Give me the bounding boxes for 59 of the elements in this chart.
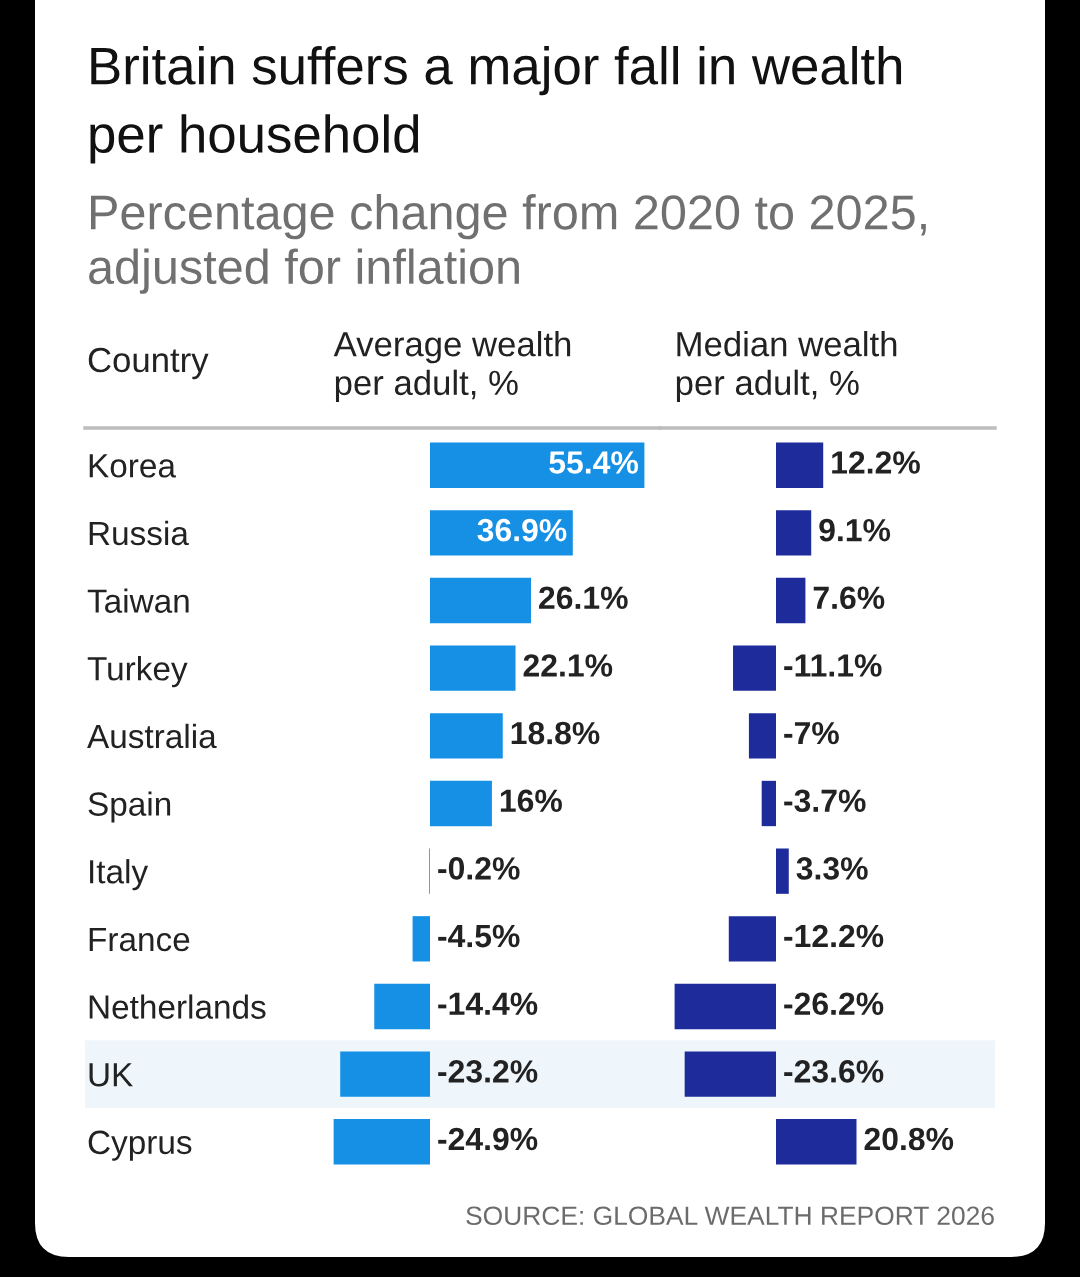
data-label: 36.9% bbox=[477, 518, 567, 542]
bar bbox=[340, 1051, 430, 1097]
bar bbox=[684, 1051, 776, 1097]
bar bbox=[430, 780, 492, 827]
y-tick-label: Netherlands bbox=[89, 994, 266, 1019]
source-note: SOURCE: GLOBAL WEALTH REPORT 2026 bbox=[466, 1206, 994, 1226]
data-label: -23.2% bbox=[438, 1060, 538, 1083]
data-label: 9.1% bbox=[819, 518, 891, 542]
bar bbox=[430, 442, 645, 488]
data-label: 3.3% bbox=[796, 857, 868, 880]
bar bbox=[333, 1119, 430, 1165]
bar bbox=[776, 442, 824, 488]
bar bbox=[776, 577, 806, 624]
bar bbox=[776, 848, 789, 894]
bar bbox=[430, 713, 503, 759]
data-label: -7% bbox=[784, 721, 839, 745]
x-axis-title: Median wealth per adult, % bbox=[676, 330, 897, 402]
y-tick-label: Korea bbox=[89, 454, 176, 478]
y-tick-label: France bbox=[89, 927, 190, 952]
data-label: 16% bbox=[500, 789, 562, 813]
data-label: -0.2% bbox=[438, 857, 520, 880]
bar bbox=[776, 510, 812, 556]
y-tick-label: Spain bbox=[88, 791, 171, 823]
y-tick-label: Taiwan bbox=[87, 588, 189, 613]
y-tick-label: Cyprus bbox=[88, 1130, 192, 1161]
data-label: -4.5% bbox=[438, 924, 520, 948]
bar bbox=[761, 780, 776, 827]
bar bbox=[733, 645, 776, 691]
bar bbox=[374, 983, 430, 1030]
y-tick-label: UK bbox=[89, 1063, 133, 1087]
bar bbox=[430, 577, 532, 624]
y-tick-label: Italy bbox=[90, 859, 149, 891]
data-label: 20.8% bbox=[864, 1127, 954, 1151]
data-label: -24.9% bbox=[438, 1127, 538, 1151]
data-label: 22.1% bbox=[523, 654, 613, 677]
bar bbox=[748, 713, 776, 759]
bar bbox=[776, 1119, 857, 1165]
data-label: -26.2% bbox=[784, 992, 884, 1016]
data-label: -11.1% bbox=[784, 654, 882, 677]
bar bbox=[412, 916, 430, 962]
data-label: -12.2% bbox=[784, 924, 884, 948]
data-label: 26.1% bbox=[539, 586, 628, 610]
y-tick-label: Australia bbox=[87, 723, 217, 749]
data-label: 55.4% bbox=[549, 451, 639, 474]
bar bbox=[728, 916, 776, 962]
y-tick-label: Turkey bbox=[87, 656, 188, 688]
data-label: 7.6% bbox=[813, 586, 885, 610]
x-axis-title: Average wealth per adult, % bbox=[333, 330, 571, 402]
chart-subtitle: Percentage change from 2020 to 2025, adjusted for inflation bbox=[89, 194, 926, 294]
y-tick-label: Russia bbox=[89, 520, 189, 546]
data-label: -14.4% bbox=[438, 992, 538, 1015]
bar bbox=[430, 645, 516, 691]
chart-title: Britain suffers a major fall in wealth per household bbox=[90, 46, 902, 164]
data-label: -23.6% bbox=[784, 1060, 884, 1083]
y-axis-title: Country bbox=[88, 347, 209, 380]
data-label: 18.8% bbox=[511, 721, 600, 745]
data-label: 12.2% bbox=[832, 451, 920, 474]
bar bbox=[674, 983, 776, 1030]
data-label: -3.7% bbox=[784, 789, 866, 813]
